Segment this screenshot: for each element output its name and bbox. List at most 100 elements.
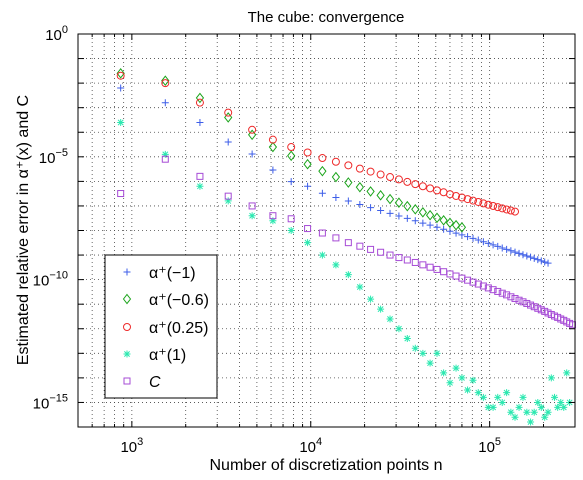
data-point-star [377, 305, 385, 313]
data-point-plus [161, 99, 169, 107]
data-point-plus [332, 194, 340, 202]
data-point-circle [403, 177, 412, 186]
data-point-diamond [366, 186, 375, 197]
data-point-star [541, 413, 549, 421]
data-point-circle [498, 204, 507, 213]
data-point-square [489, 286, 497, 294]
data-point-plus [377, 207, 385, 215]
y-tick-label: 10−10 [33, 270, 68, 290]
x-axis-label: Number of discretization points n [210, 457, 443, 474]
data-point-square [498, 289, 506, 297]
data-point-square [356, 242, 364, 250]
data-point-star [440, 369, 448, 377]
data-point-circle [161, 79, 170, 88]
data-point-square [248, 202, 256, 210]
data-point-circle [318, 154, 327, 163]
data-point-star [411, 344, 419, 352]
data-point-plus [117, 84, 125, 92]
data-point-diamond [224, 112, 233, 123]
data-point-star [117, 118, 125, 126]
data-point-star [269, 217, 277, 225]
chart-title: The cube: convergence [248, 9, 405, 26]
data-point-square [161, 155, 169, 163]
data-point-diamond [376, 190, 385, 201]
legend-label-alpha-minus-0-6: α⁺(−0.6) [149, 292, 209, 309]
data-point-star [503, 389, 511, 397]
data-point-plus [534, 256, 542, 264]
data-point-circle [411, 180, 420, 189]
data-point-plus [474, 236, 482, 244]
data-point-plus [541, 258, 549, 266]
y-tick-label: 100 [45, 24, 68, 44]
data-point-plus [498, 244, 506, 252]
data-point-diamond [445, 217, 455, 229]
y-tick-label: 10−5 [39, 147, 68, 167]
axis-ticks [77, 33, 576, 428]
data-point-plus [519, 251, 527, 259]
data-point-square [332, 234, 340, 242]
data-point-circle [248, 125, 257, 134]
data-point-circle [511, 207, 520, 216]
data-point-diamond [355, 181, 364, 193]
legend-markers [122, 268, 132, 385]
tick-labels: 103 104 105 100 10−5 10−10 10−15 [33, 24, 501, 456]
series-square [117, 155, 576, 329]
legend-marker-star [123, 350, 131, 358]
data-point-circle [268, 135, 277, 144]
data-point-star [489, 403, 497, 411]
data-point-diamond [331, 171, 341, 183]
data-point-star [523, 408, 531, 416]
data-point-circle [489, 201, 498, 210]
data-point-square [304, 225, 312, 233]
data-point-square [474, 280, 482, 288]
data-point-star [196, 182, 204, 190]
data-point-circle [344, 161, 353, 170]
data-point-star [515, 403, 523, 411]
data-point-star [161, 150, 169, 158]
data-point-star [511, 413, 519, 421]
data-point-star [474, 389, 482, 397]
data-point-square [411, 258, 419, 266]
y-tick-label: 10−15 [33, 392, 68, 412]
data-point-plus [523, 252, 531, 260]
data-point-plus [367, 204, 375, 212]
series-plus [117, 84, 552, 267]
data-point-diamond [344, 177, 353, 188]
data-point-plus [344, 197, 352, 205]
data-point-diamond [411, 203, 420, 215]
data-point-star [367, 295, 375, 303]
data-point-circle [331, 157, 340, 166]
legend-label-alpha-minus-1: α⁺(−1) [149, 265, 196, 282]
data-point-star [534, 398, 542, 406]
legend-label-c: C [149, 374, 161, 391]
data-point-square [419, 261, 427, 269]
data-point-square [530, 303, 538, 311]
series-circle [116, 71, 520, 216]
data-series [116, 68, 576, 426]
data-point-square [367, 245, 375, 253]
data-point-plus [503, 245, 511, 253]
data-point-diamond [403, 200, 412, 212]
data-point-plus [426, 221, 434, 229]
data-point-star [519, 393, 527, 401]
data-point-square [287, 215, 295, 223]
data-point-square [519, 298, 527, 306]
data-point-square [344, 239, 352, 247]
major-gridlines [78, 33, 575, 428]
data-point-diamond [439, 214, 448, 226]
data-point-star [479, 393, 487, 401]
data-point-plus [452, 229, 460, 237]
legend: α⁺(−1) α⁺(−0.6) α⁺(0.25) α⁺(1) C [104, 254, 218, 399]
data-point-circle [479, 199, 488, 208]
data-point-plus [287, 178, 295, 186]
data-point-plus [433, 223, 441, 231]
data-point-plus [419, 219, 427, 227]
data-point-circle [418, 182, 427, 191]
data-point-star [433, 349, 441, 357]
data-point-square [469, 278, 477, 286]
legend-marker-diamond [122, 293, 132, 305]
data-point-star [547, 374, 555, 382]
data-point-star [464, 386, 472, 394]
data-point-plus [515, 249, 523, 257]
